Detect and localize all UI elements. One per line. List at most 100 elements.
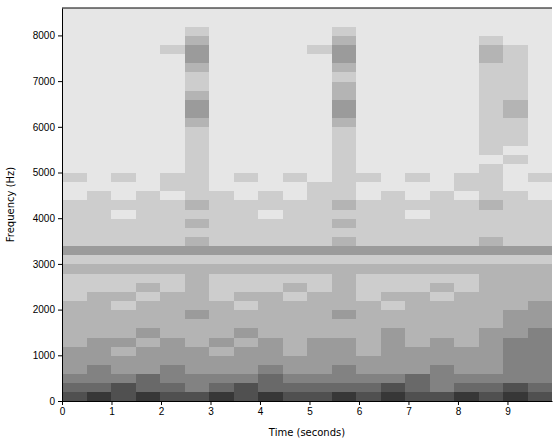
cell [454,300,479,310]
cell [405,337,430,347]
cell [479,26,504,36]
cell [160,63,185,73]
cell [430,127,455,137]
cell [454,54,479,64]
cell [209,209,234,219]
cell [430,163,455,173]
cell [136,282,161,292]
cell [479,173,504,183]
x-tick-mark [260,401,261,405]
cell [136,310,161,320]
cell [87,191,112,201]
cell [381,337,406,347]
cell [136,17,161,27]
y-tick-mark [58,355,62,356]
cell [111,273,136,283]
cell [209,218,234,228]
cell [62,154,87,164]
cell [528,173,553,183]
cell [111,319,136,329]
cell [356,236,381,246]
cell [381,99,406,109]
cell [381,63,406,73]
cell [430,136,455,146]
cell [381,264,406,274]
cell [356,355,381,365]
cell [405,182,430,192]
cell [503,310,528,320]
cell [479,54,504,64]
cell [136,81,161,91]
x-tick-mark [309,401,310,405]
cell [62,136,87,146]
cell [234,319,259,329]
cell [307,337,332,347]
cell [381,236,406,246]
cell [160,374,185,384]
cell [209,154,234,164]
cell [209,45,234,55]
cell [234,364,259,374]
cell [479,145,504,155]
cell [258,191,283,201]
cell [209,355,234,365]
cell [503,364,528,374]
cell [234,374,259,384]
cell [111,209,136,219]
cell [234,173,259,183]
cell [87,282,112,292]
cell [356,392,381,401]
x-tick: 1 [109,401,115,417]
cell [479,328,504,338]
x-tick-mark [359,401,360,405]
cell [185,291,210,301]
cell [136,163,161,173]
cell [258,163,283,173]
cell [62,246,87,256]
cell [381,72,406,82]
cell [234,63,259,73]
cell [454,81,479,91]
cell [430,355,455,365]
cell [160,182,185,192]
cell [430,81,455,91]
cell [528,209,553,219]
cell [503,337,528,347]
cell [258,337,283,347]
x-tick-mark [408,401,409,405]
cell [62,236,87,246]
cell [479,291,504,301]
cell [160,364,185,374]
cell [209,392,234,401]
cell [332,273,357,283]
cell [87,17,112,27]
cell [381,35,406,45]
cell [209,81,234,91]
cell [307,118,332,128]
cell [185,127,210,137]
cell [307,236,332,246]
cell [160,118,185,128]
cell [136,328,161,338]
cell [454,227,479,237]
cell [356,383,381,393]
cell [307,191,332,201]
cell [503,63,528,73]
cell [185,319,210,329]
cell [209,109,234,119]
cell [283,392,308,401]
cell [528,45,553,55]
cell [454,136,479,146]
cell [405,54,430,64]
cell [430,154,455,164]
cell [62,255,87,265]
cell [307,163,332,173]
cell [87,109,112,119]
cell [258,273,283,283]
cell [283,163,308,173]
cell [283,145,308,155]
x-tick-label: 0 [60,406,66,417]
x-tick-label: 8 [456,406,462,417]
cell [185,218,210,228]
cell [258,392,283,401]
